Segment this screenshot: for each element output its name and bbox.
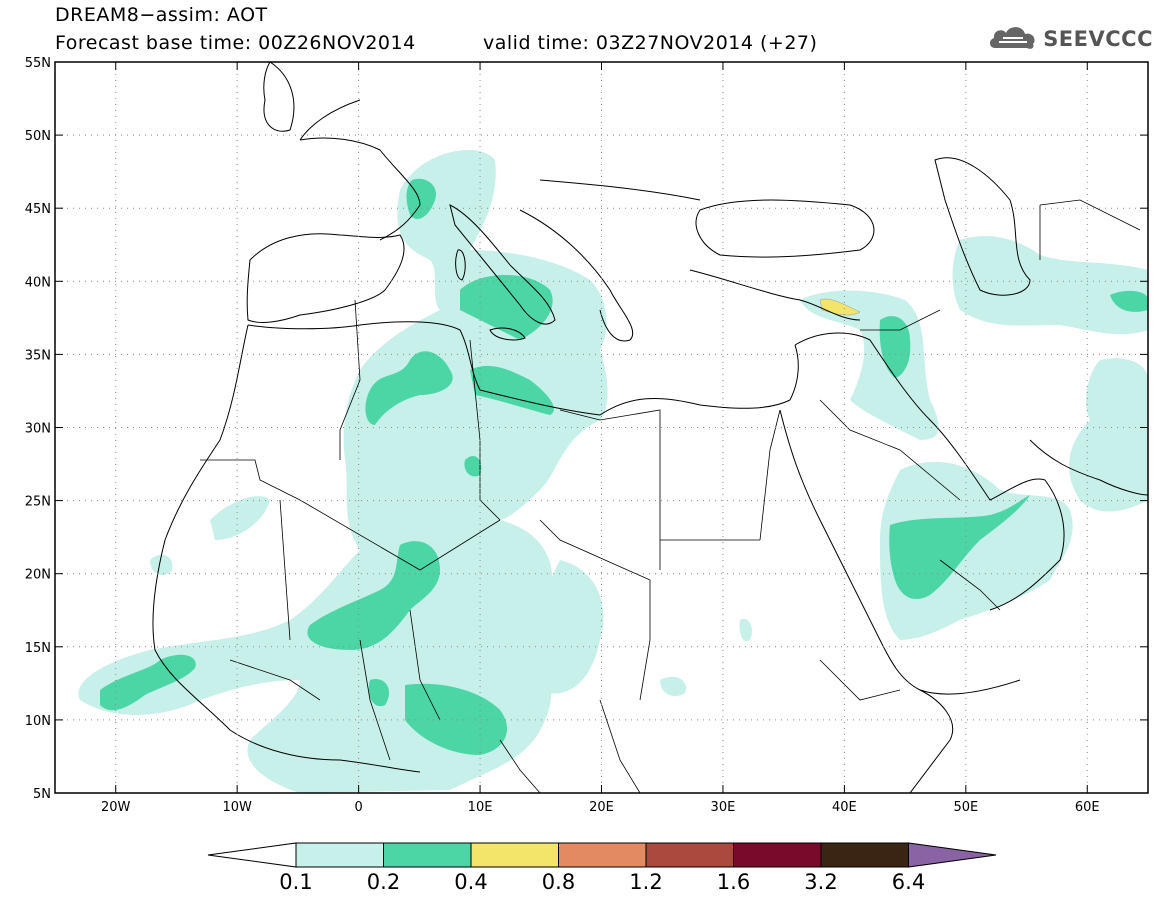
colorbar-label: 6.4 (892, 870, 925, 894)
colorbar-label: 0.1 (279, 870, 312, 894)
logo-text: SEEVCCC (1043, 27, 1153, 51)
colorbar-box (558, 842, 647, 868)
colorbar-label: 0.4 (454, 870, 487, 894)
lat-tick-label: 45N (25, 202, 51, 217)
lat-tick-label: 55N (25, 56, 51, 71)
lat-tick-label: 20N (25, 568, 51, 583)
cloud-icon (987, 22, 1039, 56)
forecast-base-time: Forecast base time: 00Z26NOV2014 (55, 32, 416, 54)
colorbar-box (470, 842, 559, 868)
colorbar-label: 0.2 (367, 870, 400, 894)
lat-tick-label: 5N (33, 787, 51, 802)
colorbar-box (820, 842, 909, 868)
colorbar-box (383, 842, 472, 868)
colorbar-under-arrow (207, 842, 297, 868)
lon-tick-label: 10W (222, 800, 252, 815)
lat-tick-label: 30N (25, 422, 51, 437)
lon-tick-label: 20E (589, 800, 614, 815)
colorbar-box (645, 842, 734, 868)
lon-tick-label: 40E (832, 800, 857, 815)
colorbar-box (295, 842, 384, 868)
aot-shading (78, 150, 1148, 793)
seevccc-logo: SEEVCCC (987, 22, 1153, 56)
aot-medium-areas (100, 178, 1148, 755)
lat-tick-label: 50N (25, 129, 51, 144)
colorbar-label: 1.6 (717, 870, 750, 894)
valid-time: valid time: 03Z27NOV2014 (+27) (483, 32, 818, 54)
chart-title: DREAM8−assim: AOT (55, 4, 268, 26)
aot-light-areas (78, 150, 1148, 793)
lat-tick-label: 25N (25, 495, 51, 510)
colorbar-box (733, 842, 822, 868)
lat-tick-label: 40N (25, 275, 51, 290)
colorbar-label: 3.2 (804, 870, 837, 894)
colorbar: 0.1 0.2 0.4 0.8 1.2 1.6 3.2 6.4 (207, 842, 997, 894)
lon-tick-label: 10E (468, 800, 493, 815)
lon-tick-label: 60E (1075, 800, 1100, 815)
colorbar-over-arrow (908, 842, 997, 868)
lat-tick-label: 15N (25, 641, 51, 656)
lon-tick-label: 20W (101, 800, 131, 815)
lat-tick-label: 10N (25, 714, 51, 729)
lon-tick-label: 30E (711, 800, 736, 815)
colorbar-label: 0.8 (542, 870, 575, 894)
coastlines-borders (152, 62, 1148, 793)
graticule-grid (55, 62, 1148, 793)
lat-tick-label: 35N (25, 348, 51, 363)
axis-ticks: 55N 50N 45N 40N 35N 30N 25N 20N 15N 10N 5N 20W 10W 0 1… (25, 56, 1148, 815)
lon-tick-label: 0 (354, 800, 362, 815)
lon-tick-label: 50E (953, 800, 978, 815)
colorbar-label: 1.2 (629, 870, 662, 894)
